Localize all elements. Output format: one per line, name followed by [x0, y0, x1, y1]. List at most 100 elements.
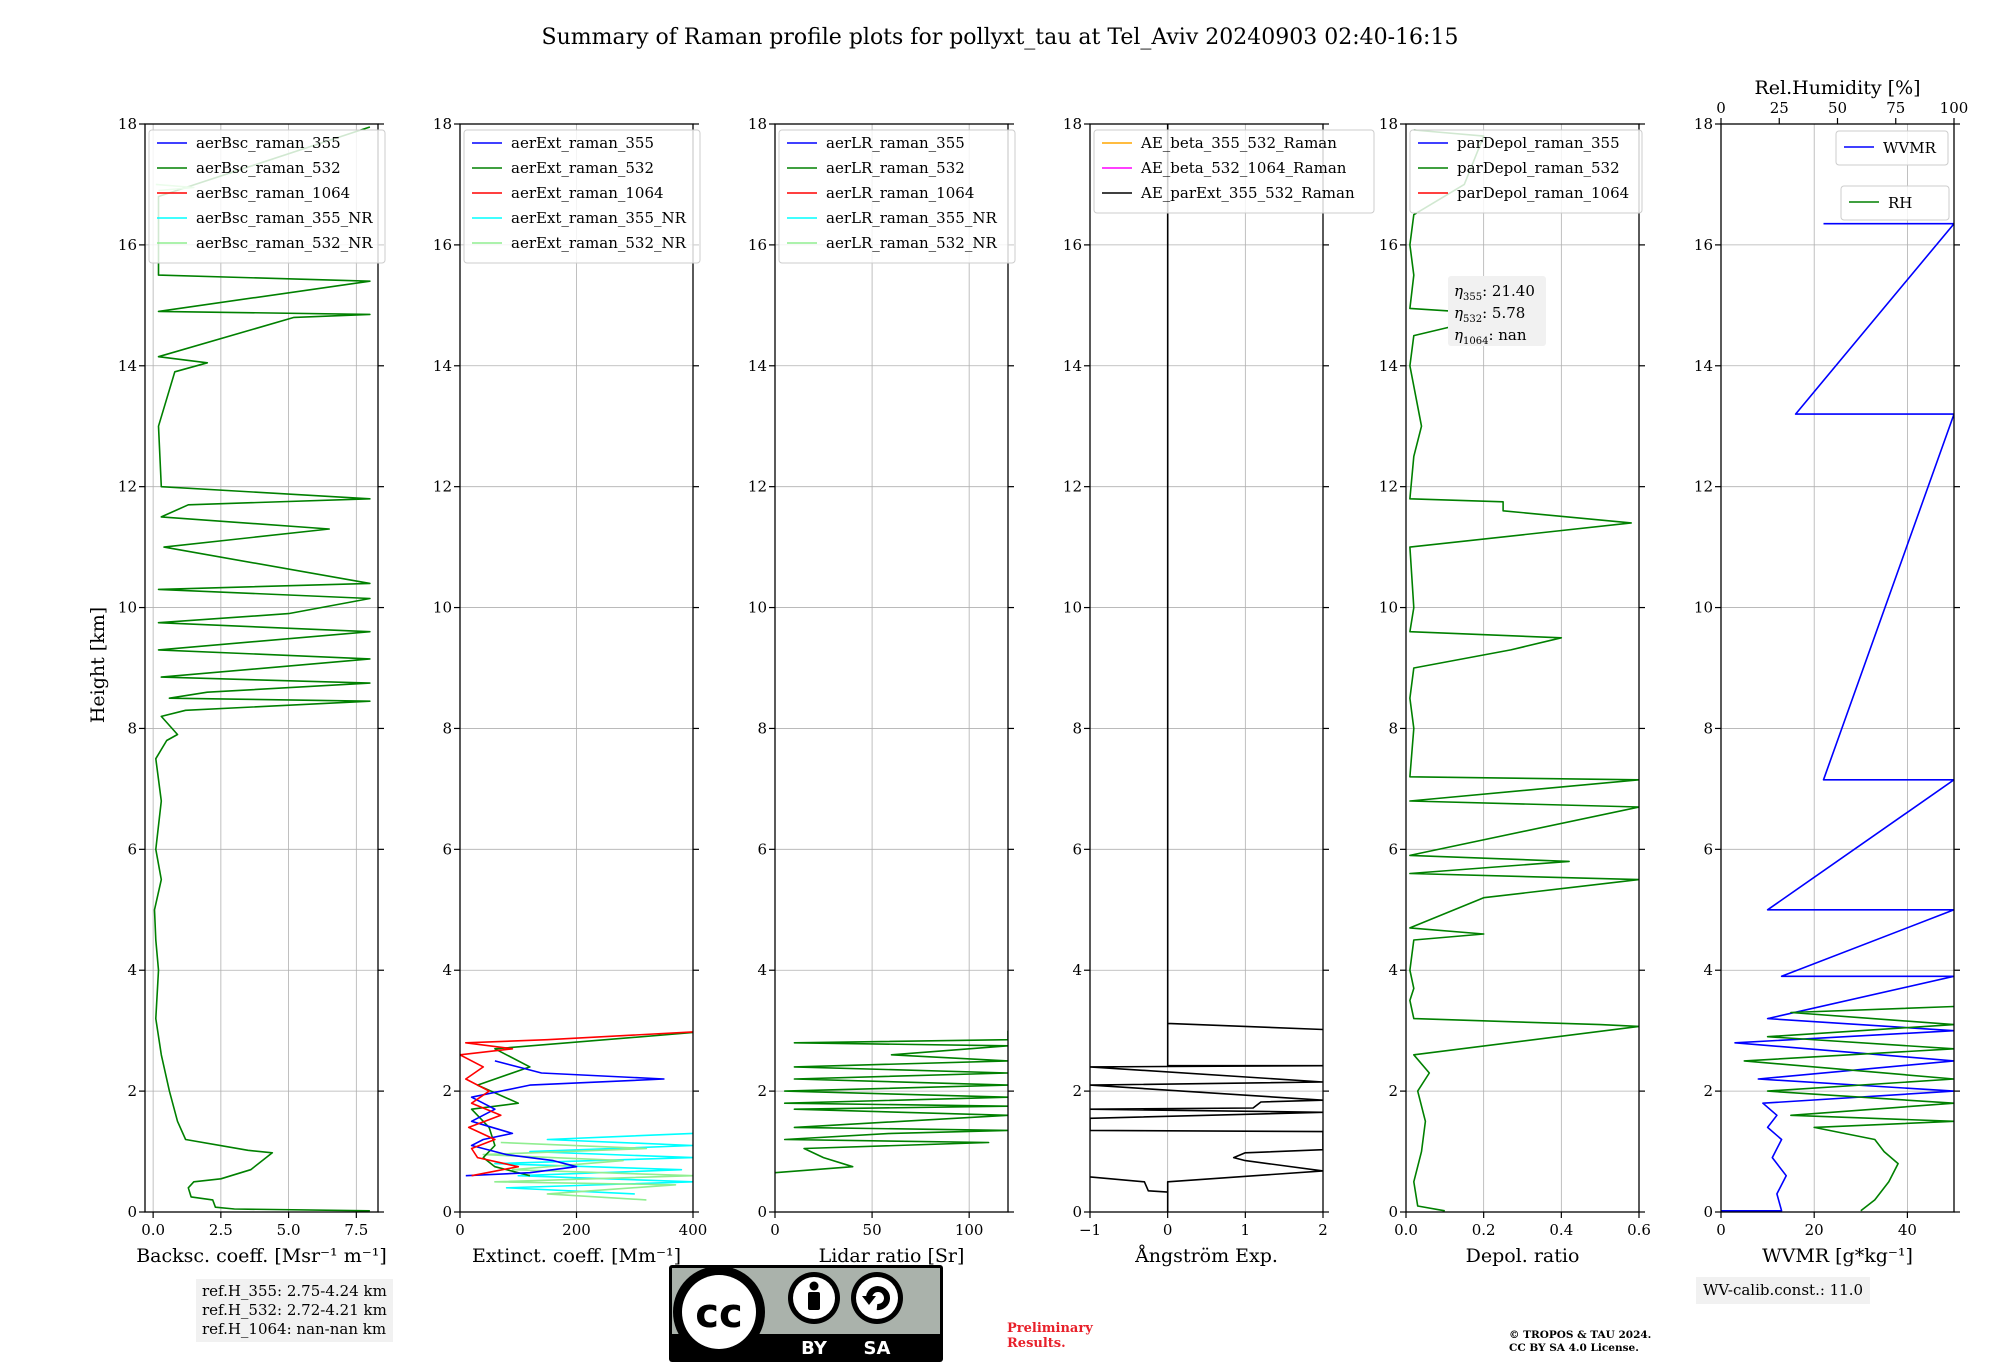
y-tick-label: 4 — [757, 961, 767, 979]
top-x-tick-label: 50 — [1828, 99, 1847, 117]
legend-entry: aerExt_raman_532 — [511, 159, 654, 177]
eta-value-355: η355: 21.40 — [1454, 282, 1535, 303]
x-tick-label: 100 — [955, 1221, 984, 1239]
x-tick-label: 200 — [562, 1221, 591, 1239]
data-group-2 — [460, 1031, 693, 1201]
y-tick-label: 0 — [1072, 1203, 1082, 1221]
x-tick-label: 0 — [1716, 1221, 1726, 1239]
y-tick-label: 0 — [1703, 1203, 1713, 1221]
series-line-aerExt_raman_532_NR — [482, 1141, 693, 1201]
x-tick-label: 2.5 — [209, 1221, 233, 1239]
legend-wvmr: WVMR — [1835, 130, 1949, 166]
svg-text:cc: cc — [695, 1291, 742, 1337]
legend-frame — [1840, 185, 1950, 221]
legend-frame — [1835, 130, 1949, 166]
panel-3: 0 2 4 6 8 10 12 14 16 18 0 50 100 Lidar ratio [Sr] aer… — [748, 115, 1016, 1267]
ref-height-355: ref.H_355: 2.75-4.24 km — [202, 1282, 387, 1300]
copyright-line-2: CC BY SA 4.0 License. — [1509, 1342, 1639, 1354]
cc-by-sa-logo: cc BY SA — [669, 1265, 943, 1362]
copyright-note: © TROPOS & TAU 2024. CC BY SA 4.0 Licens… — [1509, 1329, 1651, 1355]
figure-title: Summary of Raman profile plots for polly… — [542, 25, 1459, 50]
top-x-tick-label: 25 — [1770, 99, 1789, 117]
top-x-tick-label: 0 — [1716, 99, 1726, 117]
x-axis-label: Backsc. coeff. [Msr⁻¹ m⁻¹] — [136, 1245, 387, 1267]
y-tick-label: 4 — [1703, 961, 1713, 979]
y-tick-label: 8 — [442, 719, 452, 737]
y-tick-label: 16 — [1379, 236, 1398, 254]
x-tick-label: 0.6 — [1627, 1221, 1651, 1239]
legend-entry: aerBsc_raman_355 — [196, 134, 341, 152]
preliminary-line-1: Preliminary — [1007, 1321, 1093, 1336]
legend: parDepol_raman_355 parDepol_raman_532 parD… — [1409, 129, 1643, 214]
wv-calibration-box: WV-calib.const.: 11.0 — [1696, 1277, 1871, 1304]
y-tick-label: 6 — [127, 840, 137, 858]
y-tick-label: 6 — [1703, 840, 1713, 858]
x-tick-label: 20 — [1805, 1221, 1824, 1239]
y-tick-label: 16 — [118, 236, 137, 254]
data-group-4 — [1090, 124, 1323, 1212]
y-tick-label: 10 — [748, 599, 767, 617]
x-tick-label: 400 — [679, 1221, 708, 1239]
y-tick-label: 16 — [433, 236, 452, 254]
x-tick-label: −1 — [1079, 1221, 1101, 1239]
series-line-parDepol_raman_532 — [1409, 129, 1639, 1212]
legend-entry: parDepol_raman_532 — [1457, 159, 1620, 177]
annotation-frame — [1448, 276, 1546, 346]
x-tick-label: 0 — [455, 1221, 465, 1239]
y-tick-label: 4 — [1388, 961, 1398, 979]
y-tick-label: 12 — [433, 478, 452, 496]
legend-entry: RH — [1888, 194, 1912, 212]
y-tick-label: 10 — [118, 599, 137, 617]
panel-2: 0 2 4 6 8 10 12 14 16 18 0 200 400 Extinct. coeff. [M… — [433, 115, 707, 1267]
x-tick-label: 0.2 — [1472, 1221, 1496, 1239]
legend-frame — [1409, 129, 1643, 214]
top-x-axis-label: Rel.Humidity [%] — [1754, 77, 1920, 99]
y-tick-label: 4 — [442, 961, 452, 979]
legend-frame — [148, 129, 386, 264]
legend-entry: parDepol_raman_1064 — [1457, 184, 1629, 202]
y-tick-label: 18 — [118, 115, 137, 133]
legend-entry: aerLR_raman_1064 — [826, 184, 974, 202]
preliminary-results-note: Preliminary Results. — [1007, 1321, 1093, 1351]
legend-entry: aerLR_raman_532 — [826, 159, 965, 177]
reference-heights-box: ref.H_355: 2.75-4.24 km ref.H_532: 2.72-… — [196, 1279, 393, 1342]
svg-text:BY: BY — [801, 1338, 828, 1359]
y-tick-label: 14 — [748, 357, 767, 375]
legend-entry: aerExt_raman_355_NR — [511, 209, 687, 227]
y-tick-label: 8 — [1703, 719, 1713, 737]
y-tick-label: 8 — [1388, 719, 1398, 737]
axes-frame — [144, 123, 379, 1213]
y-tick-label: 12 — [1379, 478, 1398, 496]
y-tick-label: 16 — [748, 236, 767, 254]
x-tick-label: 40 — [1898, 1221, 1917, 1239]
y-tick-label: 16 — [1694, 236, 1713, 254]
y-tick-label: 12 — [748, 478, 767, 496]
legend-entry: WVMR — [1883, 139, 1937, 157]
x-axis-label: Ångström Exp. — [1134, 1245, 1278, 1267]
legend-entry: AE_parExt_355_532_Raman — [1140, 184, 1355, 202]
top-x-tick-label: 75 — [1886, 99, 1905, 117]
y-tick-label: 12 — [1063, 478, 1082, 496]
series-line-aerExt_raman_532 — [470, 1031, 693, 1177]
x-tick-label: 0.4 — [1549, 1221, 1573, 1239]
y-tick-label: 18 — [433, 115, 452, 133]
y-tick-label: 10 — [1379, 599, 1398, 617]
y-tick-label: 8 — [1072, 719, 1082, 737]
legend-entry: aerExt_raman_355 — [511, 134, 654, 152]
x-axis-label: WVMR [g*kg⁻¹] — [1762, 1245, 1913, 1267]
y-tick-label: 2 — [757, 1082, 767, 1100]
x-tick-label: 2 — [1318, 1221, 1328, 1239]
y-tick-label: 18 — [748, 115, 767, 133]
legend: AE_beta_355_532_Raman AE_beta_532_1064_Ra… — [1093, 129, 1375, 214]
series-line-aerExt_raman_1064 — [460, 1031, 693, 1177]
y-tick-label: 6 — [1072, 840, 1082, 858]
legend-entry: aerBsc_raman_355_NR — [196, 209, 373, 227]
legend: aerLR_raman_355 aerLR_raman_532 aerLR_rama… — [778, 129, 1016, 264]
legend-entry: aerExt_raman_1064 — [511, 184, 664, 202]
axes-frame — [1405, 123, 1640, 1213]
legend-frame — [463, 129, 701, 264]
axes-frame — [1720, 123, 1955, 1213]
legend-entry: aerLR_raman_355_NR — [826, 209, 997, 227]
